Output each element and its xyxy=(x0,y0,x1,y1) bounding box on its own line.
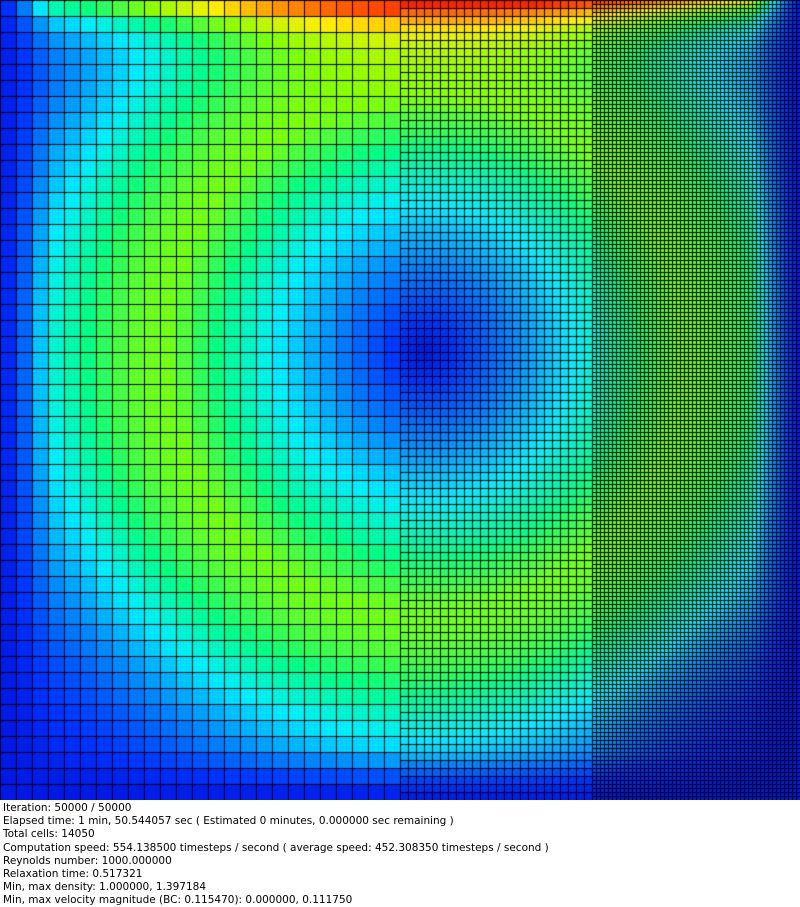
velocity-range-text: Min, max velocity magnitude (BC: 0.11547… xyxy=(3,894,353,907)
computation-speed-text: Computation speed: 554.138500 timesteps … xyxy=(3,841,549,854)
total-cells-text: Total cells: 14050 xyxy=(3,828,95,841)
status-panel: Iteration: 50000 / 50000 Elapsed time: 1… xyxy=(0,800,800,907)
iteration-text: Iteration: 50000 / 50000 xyxy=(3,802,132,814)
density-range-text: Min, max density: 1.000000, 1.397184 xyxy=(3,881,207,894)
elapsed-time-text: Elapsed time: 1 min, 50.544057 sec ( Est… xyxy=(3,815,454,828)
relaxation-time-text: Relaxation time: 0.517321 xyxy=(3,867,143,880)
reynolds-number-text: Reynolds number: 1000.000000 xyxy=(3,854,172,867)
velocity-field-canvas xyxy=(0,0,800,800)
